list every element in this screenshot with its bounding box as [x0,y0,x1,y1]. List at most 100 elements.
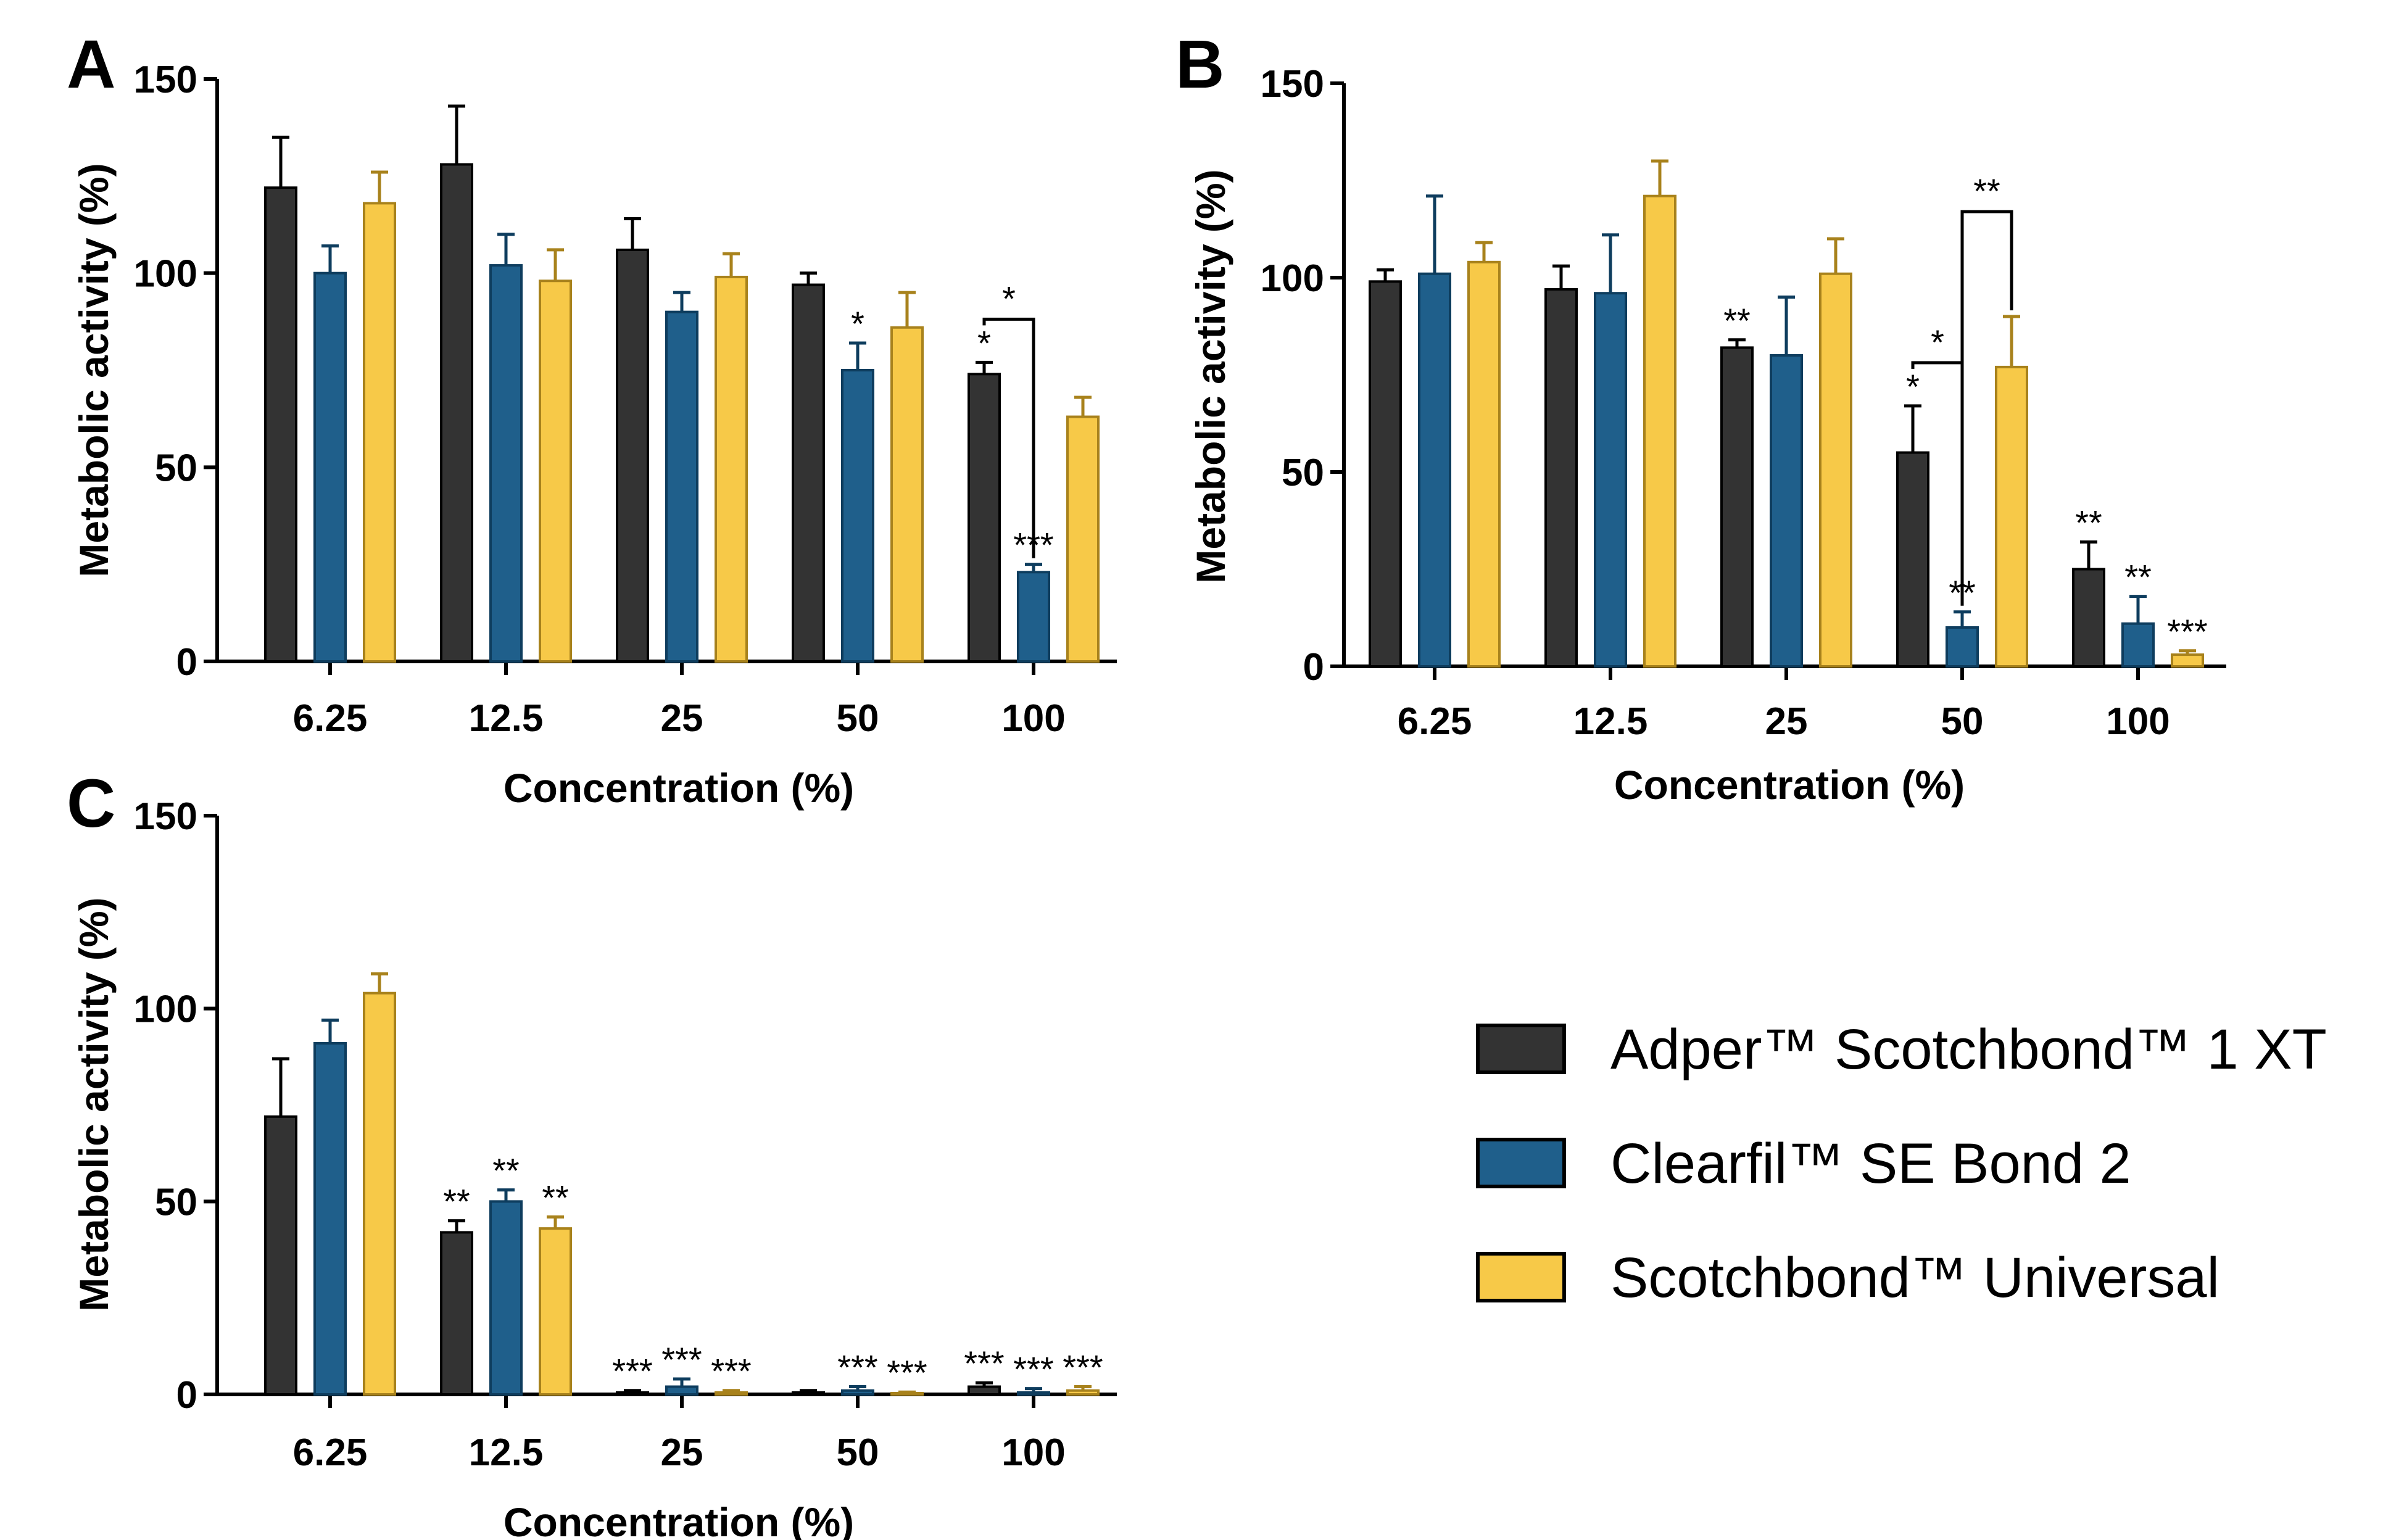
x-axis-title: Concentration (%) [1614,762,1965,808]
significance-label: *** [612,1352,652,1391]
bar [539,1227,572,1396]
bar [968,1385,1001,1396]
x-tick-label: 50 [1941,700,1984,743]
bar [1017,1391,1050,1396]
bar [1017,571,1050,663]
bar [715,1391,748,1396]
panel-letter: A [67,27,115,102]
bar [1995,365,2028,668]
bar [313,1041,347,1396]
significance-label: * [851,304,864,343]
legend-item: Adper™ Scotchbond™ 1 XT [1476,1018,2327,1081]
bar [1418,272,1451,668]
x-tick-label: 25 [1765,700,1808,743]
x-tick-label: 12.5 [469,1431,544,1474]
bar [1896,451,1929,668]
bar [264,1115,297,1396]
y-axis-title: Metabolic activity (%) [1188,169,1233,583]
bar [363,991,396,1396]
comparison-bracket [982,317,1035,558]
x-tick-label: 50 [837,697,879,740]
comparison-bracket [1960,210,2013,575]
significance-label: * [977,323,991,362]
bar [363,202,396,663]
bar [1066,1389,1100,1396]
bar [440,1231,473,1396]
bar [616,248,649,663]
significance-label: ** [443,1182,470,1221]
x-tick-label: 100 [1001,1431,1065,1474]
significance-label: *** [964,1344,1004,1383]
bar [1643,194,1676,668]
bar [1467,260,1501,668]
x-tick-label: 25 [661,1431,703,1474]
x-tick-label: 25 [661,697,703,740]
x-tick-label: 100 [1001,697,1065,740]
bracket-label: * [1002,279,1016,318]
y-tick-label: 50 [155,447,197,489]
bar [1946,626,1979,668]
bar [2072,568,2105,668]
bar [841,369,874,663]
y-tick-label: 150 [134,795,197,838]
bar [1066,415,1100,663]
significance-label: *** [837,1348,877,1386]
y-tick-label: 50 [155,1181,197,1223]
bar [440,163,473,663]
x-tick-label: 6.25 [1398,700,1472,743]
bar [1594,292,1627,668]
significance-label: ** [2075,503,2102,542]
y-axis-title: Metabolic activity (%) [71,897,117,1311]
bar [1544,288,1578,668]
bar [792,1391,825,1396]
legend-swatch [1476,1138,1566,1188]
y-tick-label: 50 [1282,452,1324,494]
y-tick-label: 100 [1261,257,1324,300]
bar [715,275,748,663]
bar [313,271,347,663]
y-axis-title: Metabolic activity (%) [71,163,117,577]
bar [616,1391,649,1396]
bar [489,1200,523,1396]
y-tick-label: 100 [134,253,197,296]
significance-label: *** [1013,1350,1053,1389]
legend-label: Scotchbond™ Universal [1610,1246,2219,1309]
y-tick-label: 0 [1303,646,1324,689]
x-axis-title: Concentration (%) [504,1499,854,1540]
legend-item: Scotchbond™ Universal [1476,1246,2219,1309]
bar [968,373,1001,663]
bar [890,326,924,663]
bar [2171,653,2204,668]
bracket-label: ** [1973,172,2000,210]
x-tick-label: 12.5 [469,697,544,740]
panel-letter: C [67,766,115,842]
significance-label: ** [2124,558,2152,597]
x-tick-label: 12.5 [1573,700,1648,743]
y-tick-label: 0 [176,1374,197,1417]
y-tick-label: 0 [176,641,197,684]
x-tick-label: 50 [837,1431,879,1474]
bar [1819,272,1852,668]
bar [1369,280,1402,668]
x-tick-label: 6.25 [293,697,368,740]
panel-letter: B [1175,27,1224,102]
y-tick-label: 150 [134,59,197,101]
bar [1720,346,1754,668]
significance-label: * [1906,367,1920,406]
significance-label: ** [492,1151,520,1190]
legend-swatch [1476,1252,1566,1302]
x-tick-label: 6.25 [293,1431,368,1474]
bar [665,310,698,663]
bar [841,1389,874,1396]
bar [2121,622,2155,668]
significance-label: *** [711,1352,751,1391]
significance-label: *** [1063,1348,1103,1386]
legend-swatch [1476,1024,1566,1074]
legend-label: Clearfil™ SE Bond 2 [1610,1132,2131,1195]
bar [665,1385,698,1396]
legend-label: Adper™ Scotchbond™ 1 XT [1610,1018,2327,1081]
